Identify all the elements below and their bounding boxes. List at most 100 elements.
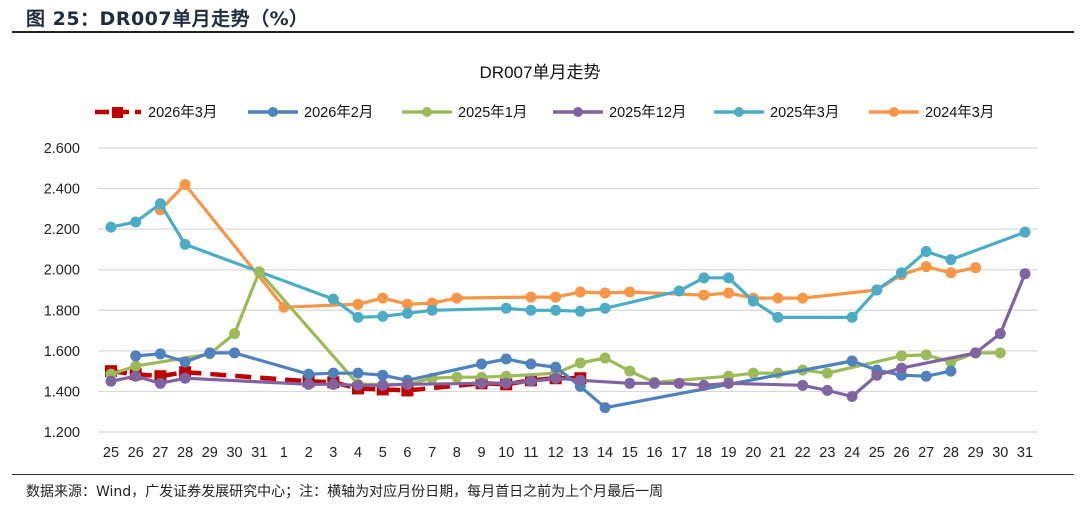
data-point (723, 377, 735, 389)
data-point (945, 365, 957, 377)
data-point (525, 375, 537, 387)
data-point (352, 367, 364, 379)
data-point (426, 304, 438, 316)
x-tick-label: 18 (696, 445, 712, 461)
data-point (772, 292, 784, 304)
data-point (574, 357, 586, 369)
x-tick-label: 26 (893, 445, 909, 461)
legend-label: 2025年3月 (770, 104, 839, 121)
series-line (159, 182, 976, 309)
data-point (920, 245, 932, 257)
data-point (846, 311, 858, 323)
data-point (130, 370, 142, 382)
data-point (352, 379, 364, 391)
data-point (574, 374, 586, 386)
data-point (525, 291, 537, 303)
data-point (550, 361, 562, 373)
legend-marker (573, 107, 583, 117)
x-tick-label: 4 (354, 445, 362, 461)
data-point (550, 304, 562, 316)
data-point (130, 216, 142, 228)
x-tick-label: 15 (622, 445, 638, 461)
data-point (352, 298, 364, 310)
data-point (920, 349, 932, 361)
legend-label: 2026年2月 (304, 104, 373, 121)
x-tick-label: 5 (379, 445, 387, 461)
data-point (451, 371, 463, 383)
data-point (204, 347, 216, 359)
data-point (130, 360, 142, 372)
legend-item: 2024年3月 (869, 104, 994, 121)
legend-label: 2026年3月 (148, 104, 217, 121)
series-lines (105, 179, 1031, 414)
x-tick-label: 28 (943, 445, 959, 461)
legend-item: 2025年1月 (402, 104, 527, 121)
y-tick-label: 1.800 (44, 303, 80, 319)
data-point (179, 372, 191, 384)
data-point (401, 307, 413, 319)
x-tick-label: 25 (869, 445, 885, 461)
data-point (698, 272, 710, 284)
data-point (846, 391, 858, 402)
data-point (352, 311, 364, 323)
x-tick-label: 30 (226, 445, 242, 461)
data-point (500, 353, 512, 365)
data-point (846, 355, 858, 367)
x-tick-label: 25 (103, 445, 119, 461)
data-point (500, 302, 512, 314)
data-point (476, 377, 488, 389)
data-point (772, 311, 784, 323)
y-tick-label: 2.600 (44, 141, 80, 157)
data-point (451, 292, 463, 304)
y-tick-label: 2.200 (44, 222, 80, 238)
data-point (970, 347, 982, 359)
data-point (303, 368, 315, 380)
y-axis-ticks: 2.600 2.400 2.200 2.000 1.800 1.600 1.400 1.200 (44, 141, 80, 441)
data-point (624, 365, 636, 377)
data-point (723, 272, 735, 284)
legend-label: 2025年1月 (458, 104, 527, 121)
data-point (895, 362, 907, 374)
data-point (599, 352, 611, 364)
data-point (871, 284, 883, 296)
x-tick-label: 11 (523, 445, 538, 461)
data-point (797, 292, 809, 304)
x-tick-label: 23 (819, 445, 835, 461)
data-point (179, 179, 191, 191)
dr007-line-chart: DR007单月走势 2.600 2.400 2.200 2.000 1.800 1.600… (44, 63, 1038, 461)
data-point (920, 370, 932, 382)
data-point (525, 304, 537, 316)
data-point (105, 375, 117, 387)
x-tick-label: 31 (251, 445, 267, 461)
data-point (920, 261, 932, 273)
x-tick-label: 9 (478, 445, 486, 461)
gridlines (98, 147, 1038, 433)
x-tick-label: 6 (403, 445, 411, 461)
x-tick-label: 22 (795, 445, 811, 461)
legend-marker (268, 107, 278, 117)
data-point (994, 347, 1006, 359)
data-point (895, 350, 907, 362)
data-point (229, 347, 241, 359)
data-point (871, 369, 883, 381)
x-tick-label: 3 (329, 445, 337, 461)
data-point (970, 262, 982, 274)
data-point (476, 358, 488, 370)
data-point (945, 267, 957, 279)
legend-item: 2025年3月 (714, 104, 839, 121)
data-point (945, 254, 957, 266)
data-point (747, 367, 759, 379)
data-point (377, 379, 389, 391)
data-point (994, 328, 1006, 340)
x-tick-label: 1 (280, 445, 288, 461)
x-tick-label: 29 (202, 445, 218, 461)
x-tick-label: 26 (128, 445, 144, 461)
legend: 2026年3月 2026年2月 2025年1月 2025年12月 2025年3月 2024… (95, 104, 994, 121)
data-point (673, 285, 685, 297)
data-point (154, 348, 166, 360)
data-point (673, 377, 685, 389)
x-tick-label: 31 (1017, 445, 1033, 461)
data-point (550, 291, 562, 303)
x-tick-label: 8 (453, 445, 461, 461)
data-point (377, 310, 389, 322)
